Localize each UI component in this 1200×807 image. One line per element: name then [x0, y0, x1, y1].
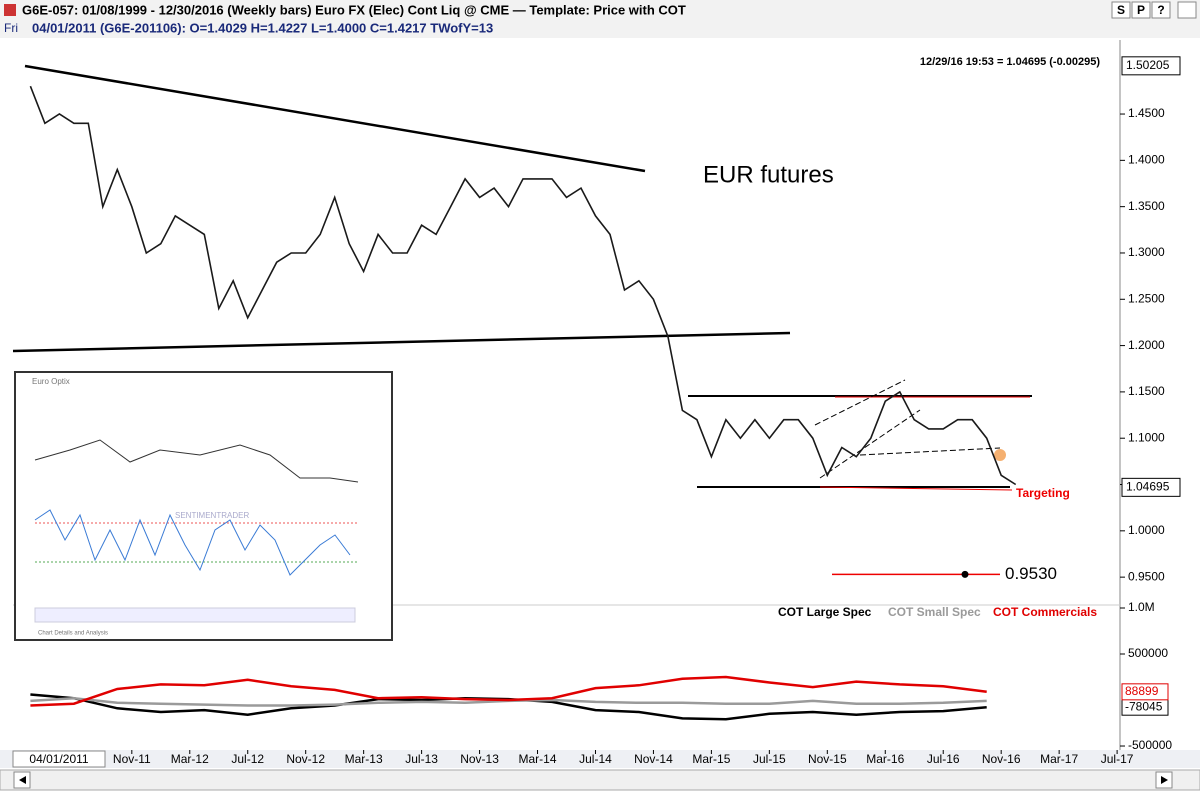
- window-button-label: S: [1117, 3, 1125, 17]
- x-tick-label: Nov-13: [460, 752, 499, 766]
- x-tick-label: Mar-12: [171, 752, 209, 766]
- x-tick-label: Mar-14: [519, 752, 557, 766]
- x-tick-label: Mar-15: [692, 752, 730, 766]
- annotation: Targeting: [1016, 486, 1070, 500]
- price-box-label: 1.04695: [1126, 480, 1170, 494]
- y-tick-label: 0.9500: [1128, 569, 1165, 583]
- legend-entry: COT Commercials: [993, 605, 1097, 619]
- price-box-label: 1.50205: [1126, 58, 1170, 72]
- legend-entry: COT Large Spec: [778, 605, 872, 619]
- y-tick-label: 1.3000: [1128, 245, 1165, 259]
- target-label: 0.9530: [1005, 564, 1057, 583]
- target-dot: [961, 570, 969, 578]
- last-value-label: 88899: [1125, 684, 1159, 698]
- scrollbar[interactable]: [0, 769, 1200, 791]
- inset-watermark: SENTIMENTRADER: [175, 511, 249, 520]
- legend: COT Large Spec COT Small Spec COT Commerci…: [778, 605, 1097, 619]
- inset-line: [34, 509, 351, 576]
- cursor-date-box: [12, 750, 106, 768]
- cursor-date: 04/01/2011: [29, 752, 88, 766]
- target-group: 0.9530: [832, 564, 1057, 583]
- inset-line: [34, 439, 359, 483]
- window-button[interactable]: [1151, 1, 1171, 19]
- trend-line: [24, 64, 646, 173]
- x-tick-label: Nov-12: [286, 752, 325, 766]
- marker-dot: [994, 449, 1006, 461]
- x-tick-label: Jul-15: [753, 752, 786, 766]
- header-bg: [0, 0, 1200, 38]
- arrow-left: [19, 776, 26, 784]
- trend-line: [12, 331, 791, 353]
- app-icon: [4, 4, 16, 16]
- y-tick-label: 1.4500: [1128, 106, 1165, 120]
- legend-entry: COT Small Spec: [888, 605, 981, 619]
- bar-day: Fri: [4, 21, 18, 35]
- price-box: [1121, 477, 1181, 497]
- x-tick-label: Nov-15: [808, 752, 847, 766]
- annotation: EUR futures: [703, 161, 834, 188]
- x-tick-label: Jul-13: [405, 752, 438, 766]
- x-tick-label: Jul-12: [231, 752, 264, 766]
- inset-footer: Chart Details and Analysis: [38, 631, 108, 637]
- close-button[interactable]: [1177, 1, 1197, 19]
- quote: 12/29/16 19:53 = 1.04695 (-0.00295): [920, 56, 1100, 68]
- x-tick-label: Jul-16: [927, 752, 960, 766]
- last-value-box: [1121, 683, 1169, 701]
- bar-info: 04/01/2011 (G6E-201106): O=1.4029 H=1.42…: [32, 20, 493, 35]
- window-button-label: ?: [1157, 3, 1164, 17]
- channel-line: [814, 379, 906, 426]
- x-tick-label: Jul-14: [579, 752, 612, 766]
- x-tick-label: Mar-17: [1040, 752, 1078, 766]
- y-tick-label: 500000: [1128, 646, 1168, 660]
- window-buttons: S P?: [1111, 1, 1197, 19]
- channel-line: [819, 409, 921, 479]
- y-tick-label: 1.1500: [1128, 384, 1165, 398]
- inset-title: Euro Optix: [32, 377, 70, 386]
- x-tick-label: Jul-17: [1101, 752, 1134, 766]
- y-tick-label: 1.1000: [1128, 430, 1165, 444]
- channel-line: [859, 447, 1001, 456]
- price-box: [1121, 56, 1181, 76]
- y-tick-label: 1.4000: [1128, 153, 1165, 167]
- last-value-label: -78045: [1125, 699, 1163, 713]
- inset-panel: Euro Optix SENTIMENTRADER Chart Details …: [14, 371, 393, 641]
- inset-frame: [14, 371, 393, 641]
- y-tick-label: 1.0M: [1128, 600, 1155, 614]
- y-tick-label: 1.2500: [1128, 291, 1165, 305]
- y-tick-label: -500000: [1128, 738, 1172, 752]
- series-line: [29, 85, 1017, 486]
- y-tick-label: 1.2000: [1128, 338, 1165, 352]
- arrow-right: [1161, 776, 1168, 784]
- x-tick-label: Nov-16: [982, 752, 1021, 766]
- x-axis-strip: [0, 750, 1200, 768]
- window-button-label: P: [1137, 3, 1145, 17]
- y-tick-label: 1.3500: [1128, 199, 1165, 213]
- window-button[interactable]: [1111, 1, 1131, 19]
- x-tick-label: Mar-13: [345, 752, 383, 766]
- inset-navigator: [34, 607, 356, 623]
- window-title: G6E-057: 01/08/1999 - 12/30/2016 (Weekly…: [22, 2, 686, 17]
- x-tick-label: Nov-14: [634, 752, 673, 766]
- series-line: [30, 675, 987, 707]
- x-tick-label: Mar-16: [866, 752, 904, 766]
- y-tick-label: 1.0000: [1128, 523, 1165, 537]
- window-button[interactable]: [1131, 1, 1151, 19]
- x-tick-label: Nov-11: [113, 752, 151, 766]
- range-bottom-red: [819, 486, 1013, 491]
